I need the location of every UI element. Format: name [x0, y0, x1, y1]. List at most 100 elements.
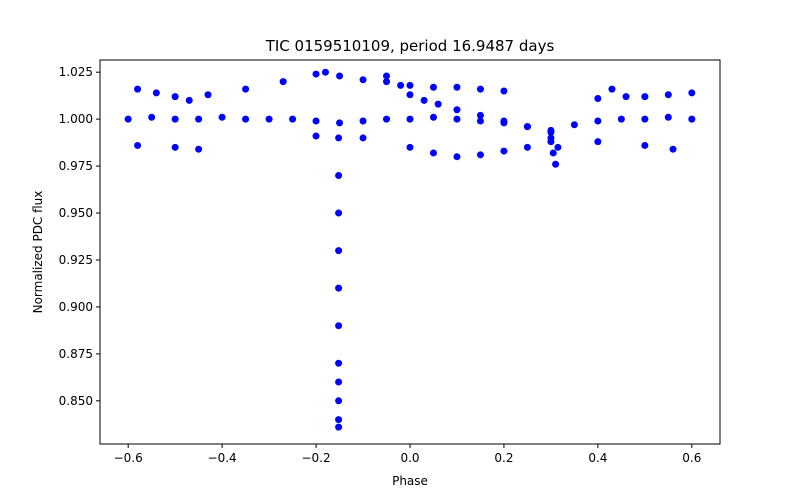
data-point	[406, 81, 414, 89]
data-point	[359, 117, 367, 125]
data-point	[453, 115, 461, 123]
data-point	[669, 145, 677, 153]
plot-frame	[99, 59, 721, 445]
y-tick-label: 0.925	[59, 253, 93, 267]
data-point	[500, 117, 508, 125]
data-point	[134, 141, 142, 149]
x-tick-label: 0.6	[682, 451, 701, 465]
data-point	[185, 96, 193, 104]
data-point	[420, 96, 428, 104]
data-point	[195, 115, 203, 123]
y-axis-label: Normalized PDC flux	[31, 191, 45, 314]
data-point	[383, 115, 391, 123]
data-point	[552, 160, 560, 168]
data-point	[321, 68, 329, 76]
data-point	[336, 119, 344, 127]
data-point	[335, 284, 343, 292]
data-point	[406, 115, 414, 123]
data-point	[242, 85, 250, 93]
y-tick-label: 0.875	[59, 347, 93, 361]
data-point	[335, 247, 343, 255]
data-point	[523, 143, 531, 151]
data-point	[289, 115, 297, 123]
data-point	[406, 91, 414, 99]
data-point	[406, 143, 414, 151]
data-point	[335, 397, 343, 405]
data-point	[453, 106, 461, 114]
chart-title: TIC 0159510109, period 16.9487 days	[265, 37, 555, 55]
data-point	[547, 134, 555, 142]
data-point	[429, 83, 437, 91]
x-tick-label: −0.6	[114, 451, 143, 465]
data-point	[335, 378, 343, 386]
data-point	[617, 115, 625, 123]
y-tick-label: 1.025	[59, 65, 93, 79]
x-tick-label: 0.4	[588, 451, 607, 465]
data-point	[171, 143, 179, 151]
data-point	[594, 138, 602, 146]
data-point	[594, 117, 602, 125]
series-central-band	[124, 113, 696, 134]
data-point	[218, 113, 226, 121]
x-tick-label: −0.4	[208, 451, 237, 465]
data-point	[429, 149, 437, 157]
data-point	[152, 89, 160, 97]
data-point	[688, 89, 696, 97]
series-crossing-arc	[383, 72, 555, 136]
data-point	[397, 81, 405, 89]
data-point	[171, 115, 179, 123]
data-point	[279, 78, 287, 86]
data-point	[335, 423, 343, 431]
data-point	[335, 416, 343, 424]
data-point	[134, 85, 142, 93]
data-point	[641, 93, 649, 101]
data-point	[554, 143, 562, 151]
data-point	[476, 151, 484, 159]
data-point	[641, 141, 649, 149]
data-point	[359, 134, 367, 142]
data-point	[622, 93, 630, 101]
y-tick-label: 1.000	[59, 112, 93, 126]
data-point	[429, 113, 437, 121]
data-point	[453, 153, 461, 161]
x-axis-label: Phase	[392, 474, 428, 488]
data-point	[335, 134, 343, 142]
x-axis-ticks: −0.6 −0.4 −0.2 0.0 0.2 0.4 0.6	[114, 444, 701, 465]
data-point	[476, 111, 484, 119]
y-tick-label: 0.850	[59, 394, 93, 408]
data-point	[312, 117, 320, 125]
data-point	[265, 115, 273, 123]
data-point	[312, 132, 320, 140]
data-point	[336, 72, 344, 80]
data-point	[523, 123, 531, 131]
x-tick-label: 0.0	[400, 451, 419, 465]
data-point	[359, 76, 367, 84]
x-tick-label: 0.2	[494, 451, 513, 465]
data-point	[335, 209, 343, 217]
y-axis-ticks: 0.850 0.875 0.900 0.925 0.950 0.975 1.000 1.025	[59, 65, 100, 408]
data-point	[476, 85, 484, 93]
data-point	[148, 113, 156, 121]
data-point	[434, 100, 442, 108]
data-point	[688, 115, 696, 123]
data-point	[594, 94, 602, 102]
data-point	[335, 322, 343, 330]
data-point	[383, 78, 391, 86]
data-point	[547, 128, 555, 136]
data-points	[124, 68, 696, 431]
data-point	[476, 117, 484, 125]
series-upper-right-segments	[594, 85, 696, 102]
x-tick-label: −0.2	[301, 451, 330, 465]
data-point	[242, 115, 250, 123]
data-point	[500, 147, 508, 155]
data-point	[608, 85, 616, 93]
data-point	[124, 115, 132, 123]
series-eclipse-dip	[335, 134, 343, 431]
data-point	[664, 113, 672, 121]
y-tick-label: 0.950	[59, 206, 93, 220]
data-point	[549, 149, 557, 157]
data-point	[195, 145, 203, 153]
data-point	[641, 115, 649, 123]
y-tick-label: 0.975	[59, 159, 93, 173]
